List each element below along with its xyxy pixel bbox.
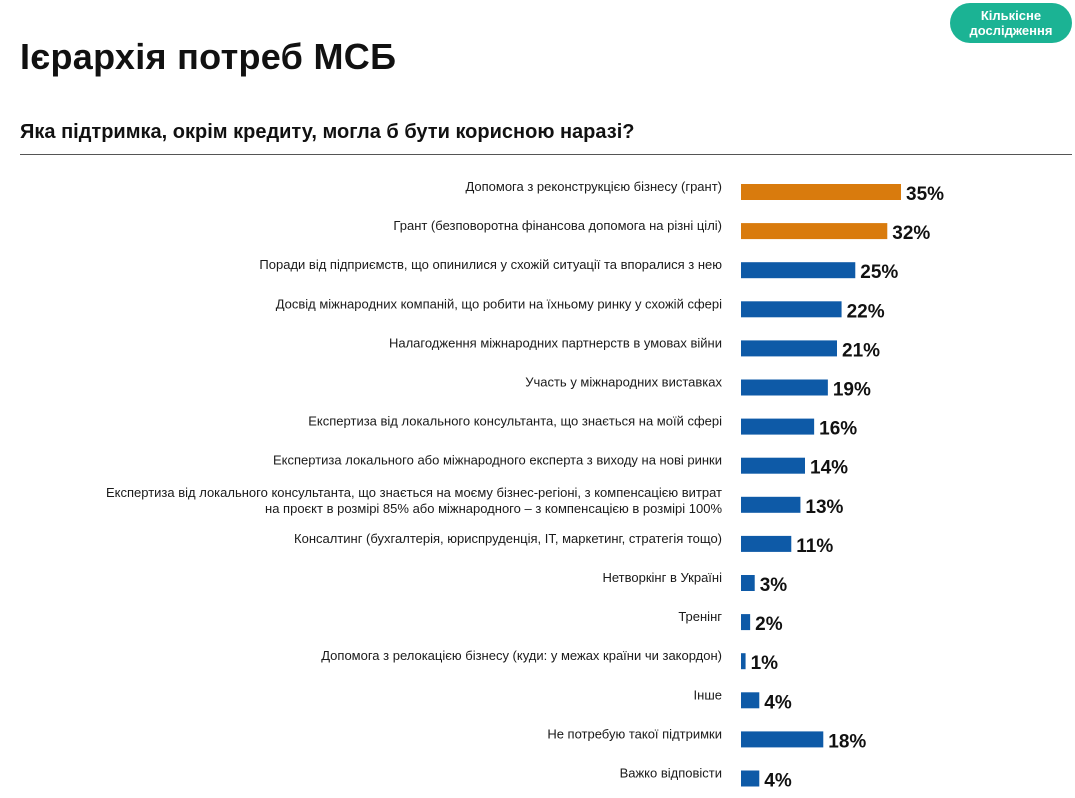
bar [741,535,792,552]
category-label: Грант (безповоротна фінансова допомога н… [393,218,722,233]
category-label: Допомога з реконструкцією бізнесу (грант… [465,179,722,194]
category-label: Консалтинг (бухгалтерія, юриспруденція, … [294,531,722,546]
category-label: Експертиза від локального консультанта, … [308,414,722,429]
value-label: 11% [796,536,833,557]
question-underline [20,154,1072,155]
bar [741,262,856,279]
value-label: 1% [751,653,779,674]
value-label: 4% [764,771,792,792]
bar [741,184,901,200]
bar [741,692,760,709]
bar [741,301,842,318]
bar [741,731,824,748]
value-label: 25% [860,262,898,283]
bar [741,575,755,591]
study-type-badge: Кількісне дослідження [950,3,1072,43]
category-label: Важко відповісти [620,766,722,781]
value-label: 14% [810,458,848,479]
category-label: Експертиза локального або міжнародного е… [273,453,722,468]
bar [741,457,805,474]
bar [741,496,801,513]
value-label: 19% [833,380,871,401]
bar [741,379,828,396]
value-label: 3% [760,575,788,596]
category-label: Тренінг [678,609,722,624]
bar [741,614,751,631]
category-label: Налагодження міжнародних партнерств в ум… [389,335,722,350]
category-label: Участь у міжнародних виставках [525,375,722,390]
bar [741,653,746,670]
category-label: Експертиза від локального консультанта, … [106,485,722,516]
category-label: Інше [694,687,722,702]
bar [741,223,888,240]
bar [741,418,815,435]
value-label: 21% [842,340,880,361]
bar [741,770,760,787]
category-label: Нетворкінг в Україні [603,570,723,585]
value-label: 32% [892,223,930,244]
value-label: 22% [847,301,885,322]
badge-line-1: Кількісне [980,8,1042,23]
bar [741,340,837,357]
category-label: Допомога з релокацією бізнесу (куди: у м… [321,648,722,663]
value-label: 13% [805,497,843,518]
value-label: 2% [755,614,783,635]
value-label: 16% [819,419,857,440]
category-label: Досвід міжнародних компаній, що робити н… [276,296,722,311]
category-label: Поради від підприємств, що опинилися у с… [259,257,722,272]
survey-question: Яка підтримка, окрім кредиту, могла б бу… [20,121,635,143]
page-title: Ієрархія потреб МСБ [20,36,397,77]
badge-line-2: дослідження [969,23,1053,38]
value-label: 35% [906,184,944,205]
value-label: 4% [764,692,792,713]
value-label: 18% [828,731,866,752]
category-label: Не потребую такої підтримки [547,726,722,741]
